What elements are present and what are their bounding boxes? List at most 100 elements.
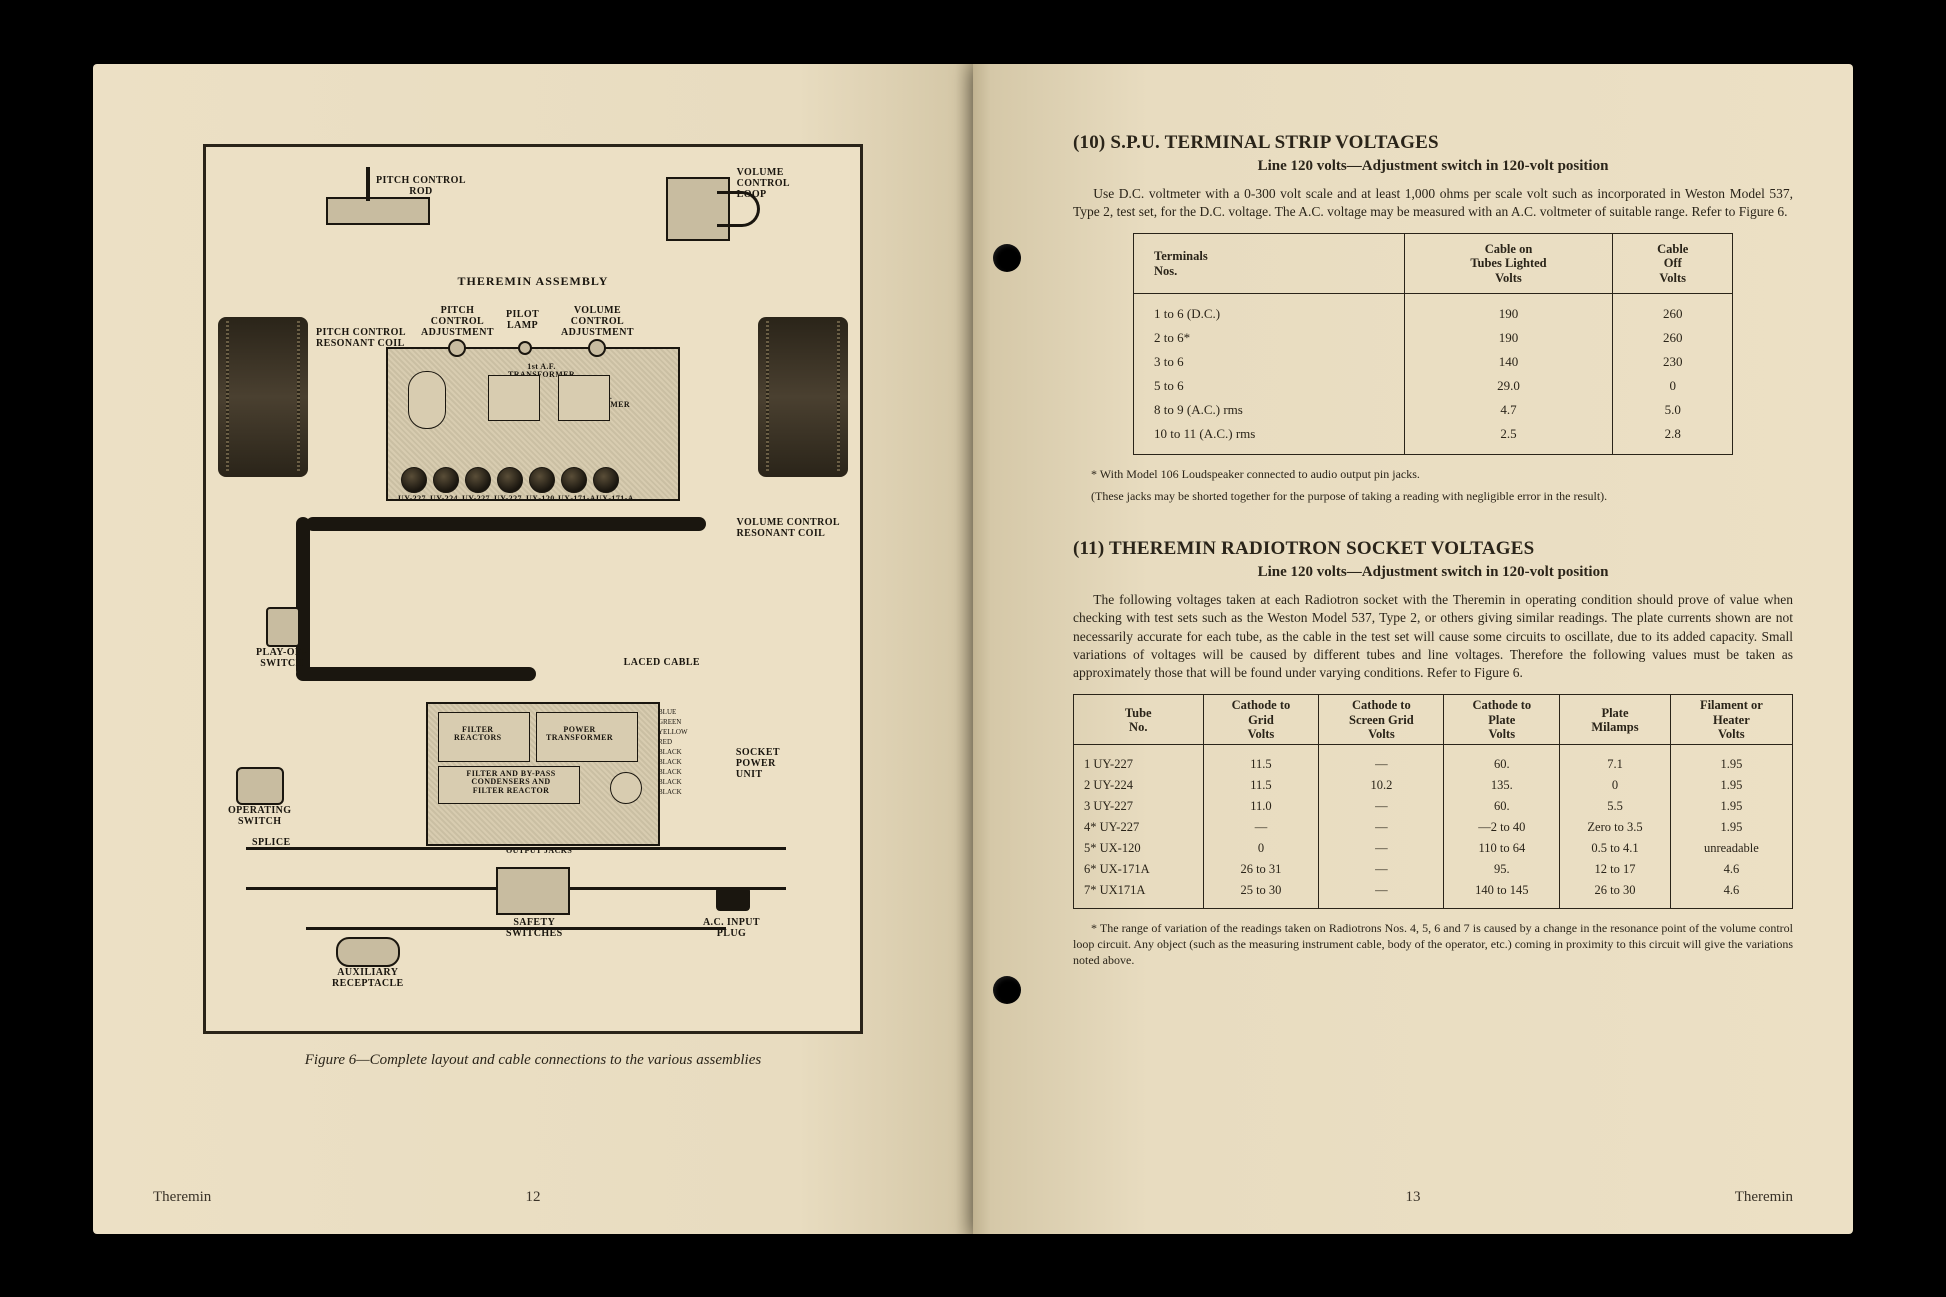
label-tube-4: UY-227 [494,495,522,504]
t1-col-0: TerminalsNos. [1134,233,1405,293]
tube-socket-row [401,467,619,493]
table-header: Cathode toGridVolts [1203,695,1319,745]
label-tube-1: UY-227 [398,495,426,504]
table-cell: 230 [1613,350,1733,374]
table-cell: 6* UX-171A [1074,859,1204,880]
table-cell: 11.5 [1203,745,1319,776]
volume-loop [717,191,760,227]
table-cell: 2 to 6* [1134,326,1405,350]
table-cell: 8 to 9 (A.C.) rms [1134,398,1405,422]
table-cell: 5.5 [1560,796,1671,817]
right-page: (10) S.P.U. TERMINAL STRIP VOLTAGES Line… [973,64,1853,1234]
label-ac-plug: A.C. INPUTPLUG [703,917,760,939]
table-header: PlateMilamps [1560,695,1671,745]
ac-plug [716,887,750,911]
table-cell: 110 to 64 [1444,838,1560,859]
table-cell: 135. [1444,775,1560,796]
label-filter-reactors: FILTERREACTORS [454,726,502,744]
table-cell: 10.2 [1319,775,1444,796]
label-filter-bypass: FILTER AND BY-PASSCONDENSERS ANDFILTER R… [446,770,576,796]
label-pilot-lamp: PILOTLAMP [506,309,539,331]
table-cell: — [1203,817,1319,838]
cable-bundle-horizontal [306,517,706,531]
table-cell: 1.95 [1670,745,1792,776]
label-theremin-assembly: THEREMIN ASSEMBLY [206,275,860,288]
label-aux-receptacle: AUXILIARYRECEPTACLE [332,967,404,989]
page-number-left: 12 [526,1189,541,1206]
section-11-intro: The following voltages taken at each Rad… [1073,591,1793,682]
table-cell: 26 to 31 [1203,859,1319,880]
t1-col-1: Cable onTubes LightedVolts [1404,233,1613,293]
punch-hole-top [993,244,1021,272]
pitch-resonant-coil [218,317,308,477]
table-cell: 4* UY-227 [1074,817,1204,838]
table-cell: 3 UY-227 [1074,796,1204,817]
socket-power-unit: FILTERREACTORS POWERTRANSFORMER FILTER A… [426,702,660,846]
section-10-heading: (10) S.P.U. TERMINAL STRIP VOLTAGES [1073,132,1793,154]
table-cell: 3 to 6 [1134,350,1405,374]
t1-col-2: CableOffVolts [1613,233,1733,293]
label-splice: SPLICE [252,837,291,848]
lower-wire-1 [246,847,786,850]
table-cell: 60. [1444,745,1560,776]
pitch-rod-mount [326,197,430,225]
pitch-rod [366,167,370,201]
label-tube-3: UY-227 [462,495,490,504]
label-power-transformer: POWERTRANSFORMER [546,726,613,744]
label-pitch-resonant-coil: PITCH CONTROLRESONANT COIL [316,327,406,349]
safety-switches [496,867,570,915]
spu-voltage-table: TerminalsNos. Cable onTubes LightedVolts… [1133,233,1733,455]
table-cell: 140 [1404,350,1613,374]
table-header: TubeNo. [1074,695,1204,745]
wire-color-list: BLUEGREENYELLOWREDBLACKBLACKBLACKBLACKBL… [658,707,688,797]
label-pitch-control-rod: PITCH CONTROLROD [376,175,466,197]
table-cell: 1.95 [1670,775,1792,796]
table-cell: 25 to 30 [1203,880,1319,909]
section-10-footnote-2: (These jacks may be shorted together for… [1073,489,1793,505]
label-pitch-adjustment: PITCHCONTROLADJUSTMENT [421,305,494,338]
table-cell: 11.0 [1203,796,1319,817]
table-header: Cathode toPlateVolts [1444,695,1560,745]
label-play-off: PLAY-OFFSWITCH [256,647,308,669]
table-cell: 12 to 17 [1560,859,1671,880]
table-cell: 0.5 to 4.1 [1560,838,1671,859]
label-spu: SOCKETPOWERUNIT [736,747,780,780]
figure-caption: Figure 6—Complete layout and cable conne… [153,1052,913,1069]
table-cell: — [1319,796,1444,817]
table-cell: 0 [1560,775,1671,796]
operating-switch [236,767,284,805]
table-cell: 10 to 11 (A.C.) rms [1134,422,1405,455]
left-page: PITCH CONTROLROD VOLUMECONTROLLOOP THERE… [93,64,973,1234]
table-cell: 190 [1404,294,1613,327]
table-cell: 2 UY-224 [1074,775,1204,796]
section-10-intro: Use D.C. voltmeter with a 0-300 volt sca… [1073,185,1793,221]
table-cell: 260 [1613,326,1733,350]
label-tube-7: UX-171-A [596,495,634,504]
table-cell: 1 to 6 (D.C.) [1134,294,1405,327]
table-cell: 1.95 [1670,817,1792,838]
section-10-footnote-1: * With Model 106 Loudspeaker connected t… [1073,467,1793,483]
label-volume-adjustment: VOLUMECONTROLADJUSTMENT [561,305,634,338]
table-cell: — [1319,880,1444,909]
table-cell: 5* UX-120 [1074,838,1204,859]
right-page-footer: 13 Theremin [1033,1189,1793,1206]
table-cell: 190 [1404,326,1613,350]
section-11-heading: (11) THEREMIN RADIOTRON SOCKET VOLTAGES [1073,538,1793,560]
auxiliary-receptacle [336,937,400,967]
table-cell: — [1319,859,1444,880]
table-cell: —2 to 40 [1444,817,1560,838]
table-cell: — [1319,838,1444,859]
page-number-right: 13 [1406,1189,1421,1206]
play-off-switch [266,607,300,647]
table-cell: 2.8 [1613,422,1733,455]
table-cell: 4.6 [1670,859,1792,880]
label-tube-5: UX-120 [526,495,555,504]
label-operating-switch: OPERATINGSWITCH [228,805,291,827]
table-cell: 11.5 [1203,775,1319,796]
volume-resonant-coil [758,317,848,477]
table-cell: 1 UY-227 [1074,745,1204,776]
footer-title-left: Theremin [153,1189,211,1206]
label-safety-switches: SAFETYSWITCHES [506,917,563,939]
table-cell: 5 to 6 [1134,374,1405,398]
table-cell: 1.95 [1670,796,1792,817]
